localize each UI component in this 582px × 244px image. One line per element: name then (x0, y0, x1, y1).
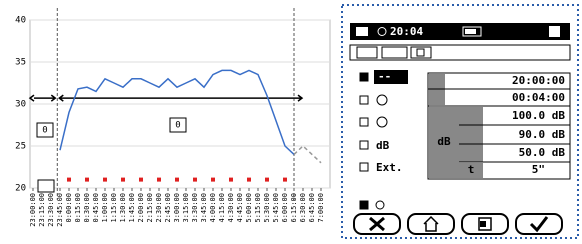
mode: dB (376, 139, 390, 152)
x-tick-label: 3:30:00 (191, 193, 199, 223)
marker (229, 178, 233, 182)
x-tick-label: 23:15:00 (38, 193, 46, 227)
x-tick-label: 4:15:00 (218, 193, 226, 223)
x-tick-label: 6:00:00 (281, 193, 289, 223)
x-tick-label: 0:45:00 (92, 193, 100, 223)
x-tick-label: 3:00:00 (173, 193, 181, 223)
marker (103, 178, 107, 182)
x-tick-label: 5:15:00 (254, 193, 262, 223)
clock: 20:04 (390, 25, 423, 38)
x-tick-label: 3:45:00 (200, 193, 208, 223)
mode: Ext. (376, 161, 403, 174)
y-tick-label: 20 (15, 184, 26, 194)
y-tick-label: 40 (15, 16, 26, 26)
x-tick-label: 2:15:00 (146, 193, 154, 223)
start-time: 20:00:00 (512, 74, 565, 87)
tab-icon (417, 49, 424, 56)
x-tick-label: 4:30:00 (227, 193, 235, 223)
stop-icon-fill (480, 221, 486, 227)
x-tick-label: 1:45:00 (128, 193, 136, 223)
x-tick-label: 2:45:00 (164, 193, 172, 223)
marker (283, 178, 287, 182)
marker (139, 178, 143, 182)
icon-cell (459, 107, 483, 162)
marker (247, 178, 251, 182)
level: 50.0 dB (519, 146, 566, 159)
marker (85, 178, 89, 182)
y-tick-label: 30 (15, 100, 26, 110)
repeat-icon (376, 201, 384, 209)
marker (175, 178, 179, 182)
x-tick-label: 1:00:00 (101, 193, 109, 223)
x-tick-label: 6:45:00 (308, 193, 316, 223)
t-label: t (468, 163, 475, 176)
marker (121, 178, 125, 182)
x-tick-label: 7:00:00 (317, 193, 325, 223)
tab[interactable] (382, 47, 407, 58)
x-tick-label: 2:30:00 (155, 193, 163, 223)
x-tick-label: 6:30:00 (299, 193, 307, 223)
x-tick-label: 4:00:00 (209, 193, 217, 223)
checkbox[interactable] (360, 163, 368, 171)
x-tick-label: 1:30:00 (119, 193, 127, 223)
checkbox[interactable] (360, 141, 368, 149)
level: 90.0 dB (519, 128, 566, 141)
menu-icon (356, 27, 368, 36)
tab[interactable] (357, 47, 377, 58)
x-tick-label: 1:15:00 (110, 193, 118, 223)
checkbox[interactable] (360, 96, 368, 104)
x-tick-label: 0:30:00 (83, 193, 91, 223)
device-icon (38, 180, 54, 192)
annotation: 0 (42, 126, 47, 136)
marker (265, 178, 269, 182)
battery-level (465, 29, 476, 34)
duration: 00:04:00 (512, 91, 565, 104)
annotation: 0 (175, 121, 180, 131)
series-line (60, 70, 294, 154)
checkbox[interactable] (360, 201, 368, 209)
y-tick-label: 35 (15, 58, 26, 68)
interval-arrow (30, 95, 55, 101)
t-value: 5" (532, 163, 545, 176)
stop-icon (549, 26, 560, 37)
marker (193, 178, 197, 182)
mode: -- (378, 70, 391, 83)
checkbox[interactable] (360, 118, 368, 126)
x-tick-label: 3:15:00 (182, 193, 190, 223)
x-tick-label: 2:00:00 (137, 193, 145, 223)
level: 100.0 dB (512, 109, 565, 122)
y-tick-label: 25 (15, 142, 26, 152)
home-icon (424, 217, 438, 231)
x-tick-label: 5:30:00 (263, 193, 271, 223)
series-line (294, 146, 321, 163)
clock-icon (377, 95, 387, 105)
top-bar (350, 23, 570, 40)
x-tick-label: 4:45:00 (236, 193, 244, 223)
x-tick-label: 23:00:00 (29, 193, 37, 227)
interval-arrow (59, 95, 302, 101)
x-tick-label: 5:45:00 (272, 193, 280, 223)
screen: 20:04 -- dB Ext. 20:00:00 00:04:00 100.0… (0, 0, 582, 244)
x-icon (370, 218, 384, 230)
x-tick-label: 5:00:00 (245, 193, 253, 223)
unit: dB (437, 135, 451, 148)
x-tick-label: 0:15:00 (74, 193, 82, 223)
marker (157, 178, 161, 182)
checkbox[interactable] (360, 73, 368, 81)
marker (211, 178, 215, 182)
timer-icon (377, 117, 387, 127)
check-icon (531, 217, 547, 230)
x-tick-label: 0:00:00 (65, 193, 73, 223)
marker (67, 178, 71, 182)
x-tick-label: 6:15:00 (290, 193, 298, 223)
ok-button[interactable] (516, 214, 562, 234)
x-tick-label: 23:30:00 (47, 193, 55, 227)
